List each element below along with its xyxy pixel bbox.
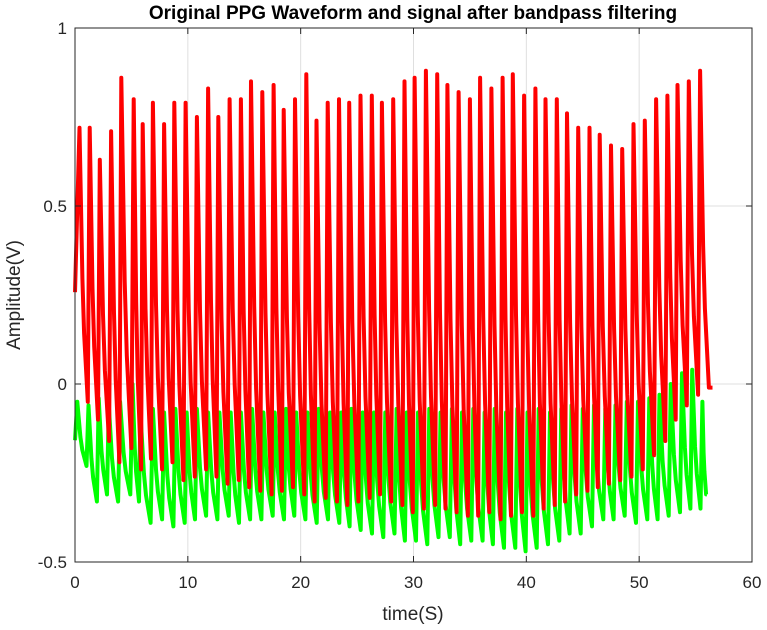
x-tick-label: 0 <box>70 573 79 592</box>
axis-ticks: 0 10 20 30 40 50 60-0.500.51 <box>38 19 762 592</box>
x-tick-label: 20 <box>291 573 310 592</box>
y-tick-label: -0.5 <box>38 553 67 572</box>
x-axis-label: time(S) <box>382 604 443 625</box>
chart-title: Original PPG Waveform and signal after b… <box>149 3 677 24</box>
y-axis-label: Amplitude(V) <box>4 240 25 350</box>
x-tick-label: 40 <box>517 573 536 592</box>
y-tick-label: 1 <box>58 19 67 38</box>
x-tick-label: 50 <box>630 573 649 592</box>
series-line-2 <box>73 68 713 522</box>
y-tick-label: 0 <box>58 375 67 394</box>
x-tick-label: 10 <box>178 573 197 592</box>
x-tick-label: 60 <box>743 573 762 592</box>
y-tick-label: 0.5 <box>43 197 67 216</box>
x-tick-label: 30 <box>404 573 423 592</box>
series-layer <box>73 68 713 554</box>
